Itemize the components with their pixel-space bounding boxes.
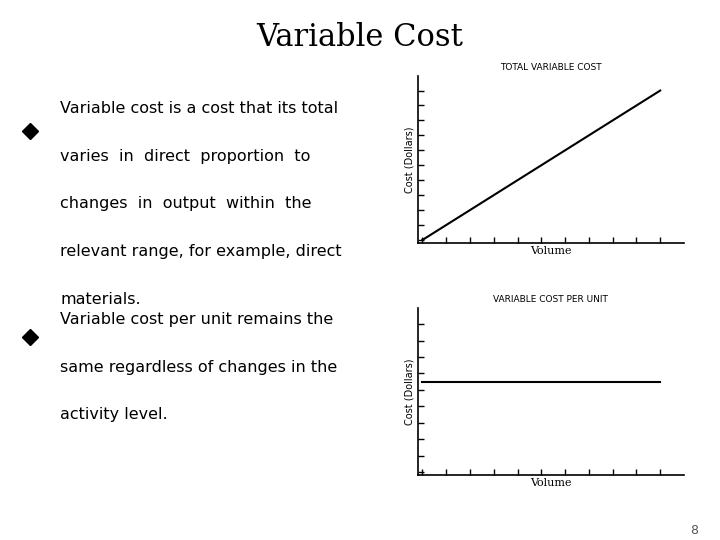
X-axis label: Volume: Volume (530, 246, 572, 256)
Text: relevant range, for example, direct: relevant range, for example, direct (60, 244, 342, 259)
Text: materials.: materials. (60, 292, 140, 307)
Text: changes  in  output  within  the: changes in output within the (60, 197, 312, 211)
Text: activity level.: activity level. (60, 407, 168, 422)
Text: 8: 8 (690, 524, 698, 537)
Title: TOTAL VARIABLE COST: TOTAL VARIABLE COST (500, 63, 602, 72)
Text: same regardless of changes in the: same regardless of changes in the (60, 360, 338, 375)
Text: Variable cost per unit remains the: Variable cost per unit remains the (60, 312, 333, 327)
Title: VARIABLE COST PER UNIT: VARIABLE COST PER UNIT (493, 295, 608, 304)
Text: varies  in  direct  proportion  to: varies in direct proportion to (60, 148, 310, 164)
X-axis label: Volume: Volume (530, 478, 572, 488)
Text: Variable Cost: Variable Cost (256, 22, 464, 53)
Y-axis label: Cost (Dollars): Cost (Dollars) (405, 358, 415, 425)
Y-axis label: Cost (Dollars): Cost (Dollars) (405, 126, 415, 193)
Text: Variable cost is a cost that its total: Variable cost is a cost that its total (60, 101, 338, 116)
